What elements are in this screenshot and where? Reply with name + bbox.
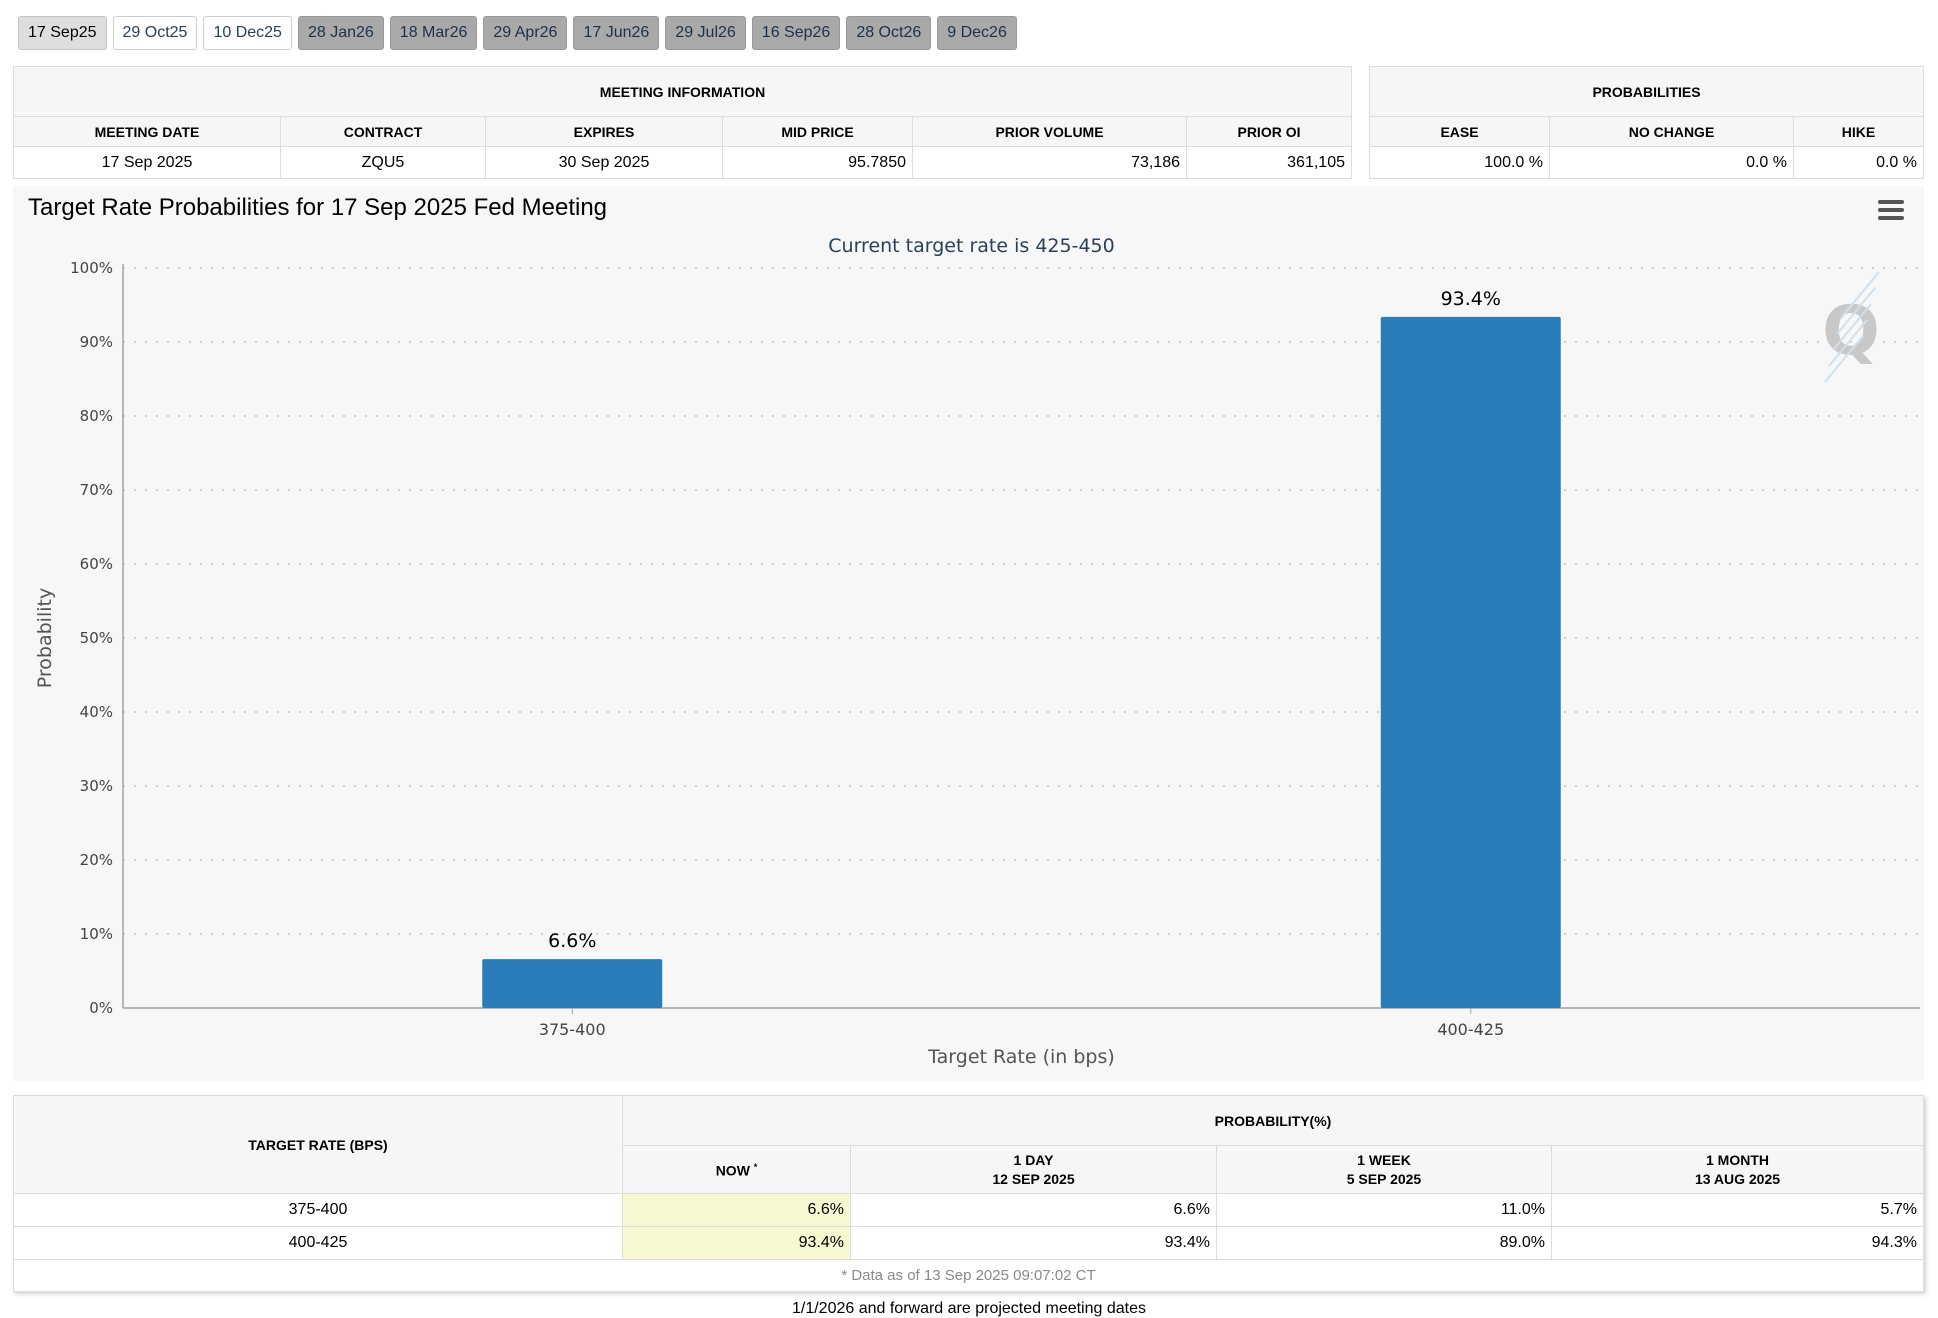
- probability-cell: 94.3%: [1551, 1226, 1924, 1260]
- mid-price-header: MID PRICE: [722, 116, 913, 147]
- column-label: NOW: [715, 1162, 750, 1179]
- no-change-header: NO CHANGE: [1549, 116, 1794, 147]
- probability-group-header: PROBABILITY(%): [622, 1095, 1924, 1146]
- history-column-header: NOW *: [622, 1145, 851, 1194]
- target-rate-cell: 400-425: [13, 1226, 623, 1260]
- history-column-header: 1 MONTH 13 AUG 2025: [1551, 1145, 1924, 1194]
- tab-meeting-date[interactable]: 10 Dec25: [203, 16, 292, 50]
- tab-meeting-date[interactable]: 29 Oct25: [112, 16, 198, 50]
- y-tick-label: 100%: [70, 259, 113, 277]
- tab-meeting-date[interactable]: 18 Mar26: [389, 16, 478, 50]
- meeting-date-value: 17 Sep 2025: [13, 146, 281, 179]
- probability-cell: 5.7%: [1551, 1193, 1924, 1227]
- watermark-stripe: [1840, 271, 1880, 319]
- column-date: 13 AUG 2025: [1694, 1170, 1781, 1187]
- tab-meeting-date[interactable]: 17 Jun26: [573, 16, 660, 50]
- chart-menu-icon[interactable]: [1878, 200, 1904, 224]
- y-tick-label: 70%: [80, 481, 113, 499]
- probability-cell: 89.0%: [1216, 1226, 1552, 1260]
- tab-meeting-date[interactable]: 29 Jul26: [665, 16, 746, 50]
- y-tick-label: 50%: [80, 629, 113, 647]
- projected-dates-footnote: 1/1/2026 and forward are projected meeti…: [791, 1300, 1146, 1317]
- meeting-date-header: MEETING DATE: [13, 116, 281, 147]
- data-label: 93.4%: [1441, 288, 1501, 310]
- meeting-date-tabs: 17 Sep25 29 Oct25 10 Dec25 28 Jan26 18 Mar26…: [18, 16, 1017, 50]
- expires-header: EXPIRES: [485, 116, 723, 147]
- probability-cell: 93.4%: [850, 1226, 1217, 1260]
- y-tick-label: 0%: [89, 999, 113, 1017]
- probability-cell: 6.6%: [850, 1193, 1217, 1227]
- probability-cell: 93.4%: [622, 1226, 851, 1260]
- y-tick-label: 90%: [80, 333, 113, 351]
- probability-history-table: TARGET RATE (BPS) PROBABILITY(%) NOW * 1 …: [13, 1095, 1924, 1292]
- expires-value: 30 Sep 2025: [485, 146, 723, 179]
- tab-meeting-date[interactable]: 16 Sep26: [751, 16, 841, 50]
- probabilities-title: PROBABILITIES: [1369, 66, 1924, 117]
- hike-header: HIKE: [1793, 116, 1924, 147]
- y-tick-label: 30%: [80, 777, 113, 795]
- target-rate-header: TARGET RATE (BPS): [13, 1095, 623, 1194]
- watermark-stripe: [1832, 303, 1872, 351]
- column-date: 12 SEP 2025: [992, 1170, 1075, 1187]
- data-timestamp-note: * Data as of 13 Sep 2025 09:07:02 CT: [13, 1259, 1924, 1292]
- contract-header: CONTRACT: [280, 116, 486, 147]
- probability-cell: 11.0%: [1216, 1193, 1552, 1227]
- data-label: 6.6%: [548, 930, 596, 952]
- mid-price-value: 95.7850: [722, 146, 913, 179]
- y-tick-label: 10%: [80, 925, 113, 943]
- watermark-stripe: [1824, 335, 1864, 383]
- tab-meeting-date[interactable]: 29 Apr26: [483, 16, 568, 50]
- tab-meeting-date[interactable]: 17 Sep25: [18, 16, 107, 50]
- prior-volume-value: 73,186: [912, 146, 1187, 179]
- meeting-information-table: MEETING INFORMATION MEETING DATE CONTRAC…: [13, 66, 1352, 179]
- probability-cell: 6.6%: [622, 1193, 851, 1227]
- chart-title: Target Rate Probabilities for 17 Sep 202…: [28, 194, 608, 221]
- y-tick-label: 60%: [80, 555, 113, 573]
- meeting-information-title: MEETING INFORMATION: [13, 66, 1352, 117]
- prior-oi-header: PRIOR OI: [1186, 116, 1352, 147]
- prior-oi-value: 361,105: [1186, 146, 1352, 179]
- bar: [482, 959, 663, 1008]
- chart-svg: Current target rate is 425-450 0% 10% 20% 30…: [34, 235, 1920, 1068]
- no-change-value: 0.0 %: [1549, 146, 1794, 179]
- y-tick-label: 20%: [80, 851, 113, 869]
- watermark-stripe: [1836, 287, 1876, 335]
- watermark-stripe: [1828, 319, 1868, 367]
- history-column-header: 1 DAY 12 SEP 2025: [850, 1145, 1217, 1194]
- chart-subtitle: Current target rate is 425-450: [828, 235, 1114, 257]
- table-row: 375-400 6.6% 6.6% 11.0% 5.7%: [13, 1193, 1924, 1227]
- x-tick-label: 400-425: [1437, 1020, 1504, 1039]
- contract-value: ZQU5: [280, 146, 486, 179]
- column-label: 1 MONTH: [1706, 1151, 1769, 1168]
- watermark-logo: Q: [1822, 292, 1880, 371]
- target-rate-chart: Target Rate Probabilities for 17 Sep 202…: [13, 186, 1924, 1081]
- tab-meeting-date[interactable]: 28 Jan26: [297, 16, 384, 50]
- table-row: 100.0 % 0.0 % 0.0 %: [1369, 146, 1924, 179]
- hike-value: 0.0 %: [1793, 146, 1924, 179]
- y-axis-title: Probability: [34, 588, 56, 688]
- table-row: 400-425 93.4% 93.4% 89.0% 94.3%: [13, 1226, 1924, 1260]
- y-tick-label: 80%: [80, 407, 113, 425]
- tab-meeting-date[interactable]: 9 Dec26: [937, 16, 1017, 50]
- table-row: 17 Sep 2025 ZQU5 30 Sep 2025 95.7850 73,…: [13, 146, 1352, 179]
- column-footnote-marker: *: [753, 1162, 758, 1173]
- history-column-header: 1 WEEK 5 SEP 2025: [1216, 1145, 1552, 1194]
- target-rate-cell: 375-400: [13, 1193, 623, 1227]
- prior-volume-header: PRIOR VOLUME: [912, 116, 1187, 147]
- ease-value: 100.0 %: [1369, 146, 1550, 179]
- x-tick-label: 375-400: [539, 1020, 606, 1039]
- bar: [1380, 316, 1561, 1009]
- column-label: 1 DAY: [1013, 1151, 1054, 1168]
- probabilities-table: PROBABILITIES EASE NO CHANGE HIKE 100.0 …: [1369, 66, 1924, 179]
- column-label: 1 WEEK: [1357, 1151, 1411, 1168]
- tab-meeting-date[interactable]: 28 Oct26: [846, 16, 932, 50]
- y-tick-label: 40%: [80, 703, 113, 721]
- x-axis-title: Target Rate (in bps): [927, 1046, 1115, 1068]
- ease-header: EASE: [1369, 116, 1550, 147]
- column-date: 5 SEP 2025: [1346, 1170, 1422, 1187]
